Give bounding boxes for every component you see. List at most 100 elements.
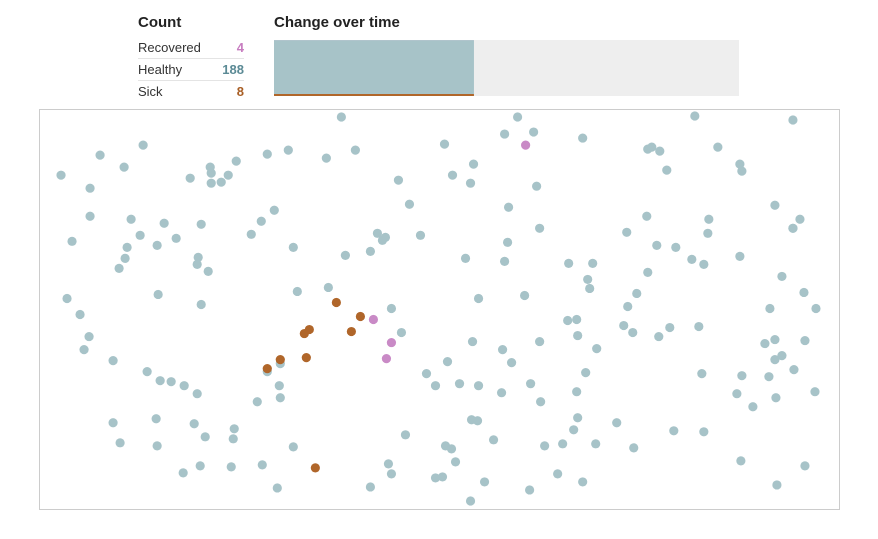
healthy-dot [192,259,202,269]
healthy-dot [788,223,798,233]
count-row-sick: Sick 8 [138,81,244,102]
sick-dot [355,311,366,322]
healthy-dot [84,331,94,342]
healthy-dot [760,338,770,349]
healthy-dot [496,388,507,398]
healthy-dot [415,230,426,240]
healthy-dot [185,173,195,183]
healthy-dot [274,381,284,391]
healthy-dot [800,335,810,346]
healthy-dot [447,170,458,180]
healthy-dot [393,175,404,185]
recovered-count: 4 [236,40,244,55]
healthy-dot [694,321,704,332]
healthy-dot [386,469,397,479]
healthy-dot [585,283,595,294]
healthy-dot [732,389,742,399]
healthy-dot [439,139,450,149]
healthy-dot [583,274,593,285]
healthy-dot [535,223,545,233]
healthy-dot [472,416,483,426]
healthy-dot [737,166,747,176]
healthy-dot [642,211,652,221]
healthy-dot [499,129,510,139]
healthy-dot [95,150,105,160]
healthy-dot [777,351,787,361]
healthy-dot [446,444,457,454]
healthy-dot [383,459,394,469]
healthy-dot [85,183,95,193]
healthy-dot [699,259,709,269]
healthy-dot [629,443,639,453]
simulation-area [39,109,840,510]
healthy-dot [67,236,77,246]
healthy-label: Healthy [138,62,183,77]
healthy-dot [85,211,95,221]
healthy-dot [216,177,226,187]
recovered-dot [386,337,397,348]
healthy-dot [171,233,181,243]
healthy-dot [488,435,499,445]
healthy-dot [628,327,638,338]
healthy-dot [465,496,476,506]
healthy-dot [765,303,775,314]
recovered-label: Recovered [138,40,201,55]
healthy-dot [404,199,415,209]
healthy-dot [622,227,632,237]
change-over-time-chart [274,40,739,96]
healthy-dot [272,483,282,493]
healthy-dot [632,288,642,299]
healthy-dot [203,266,213,277]
healthy-dot [269,205,279,215]
healthy-dot [789,365,799,375]
healthy-dot [166,377,176,387]
healthy-dot [564,258,574,268]
healthy-dot [288,242,298,252]
healthy-dot [421,369,432,379]
healthy-dot [283,145,293,155]
healthy-dot [229,424,239,434]
healthy-dot [275,393,285,403]
healthy-dot [703,228,713,238]
healthy-dot [669,426,679,436]
healthy-dot [578,133,588,143]
count-row-recovered: Recovered 4 [138,37,244,58]
healthy-dot [592,343,602,354]
healthy-dot [151,414,161,424]
healthy-dot [193,252,203,262]
healthy-dot [697,369,707,379]
healthy-dot [497,345,508,355]
healthy-dot [365,482,376,492]
healthy-dot [108,356,118,366]
healthy-dot [662,165,672,175]
area-sick [274,94,474,96]
healthy-dot [777,271,787,282]
healthy-dot [119,162,129,172]
healthy-dot [572,314,582,325]
healthy-dot [321,153,331,163]
healthy-dot [811,303,821,314]
healthy-dot [142,367,152,377]
healthy-dot [512,112,523,122]
healthy-dot [536,397,546,407]
healthy-dot [535,336,545,347]
sick-dot [262,364,272,374]
count-row-healthy: Healthy 188 [138,58,244,81]
healthy-dot [647,142,657,152]
healthy-dot [770,355,780,365]
healthy-dot [687,254,697,264]
healthy-dot [468,159,479,169]
healthy-dot [558,439,568,449]
healthy-dot [748,402,758,412]
healthy-dot [350,145,360,155]
healthy-dot [195,461,205,471]
healthy-dot [569,425,579,435]
healthy-dot [257,460,267,470]
healthy-dot [479,477,490,487]
healthy-dot [108,418,118,428]
healthy-dot [256,216,266,226]
healthy-dot [120,253,130,263]
healthy-dot [573,330,583,341]
sick-dot [331,297,341,308]
healthy-dot [652,240,662,250]
